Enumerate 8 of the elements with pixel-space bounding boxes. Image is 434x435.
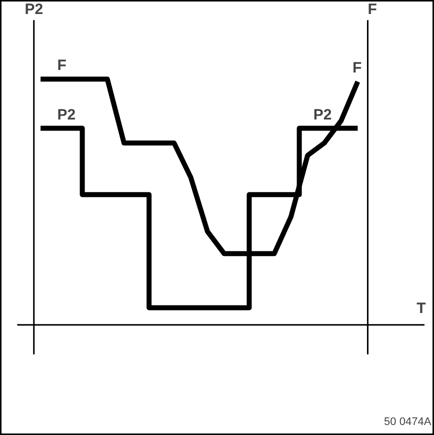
text: P2	[313, 106, 332, 124]
x-axis-title: T	[416, 300, 426, 317]
series-label: F	[57, 57, 66, 74]
y2-axis-title: F	[368, 1, 377, 18]
text: F	[352, 60, 362, 77]
text: 50 0474A	[384, 416, 432, 428]
y-axis-title: P2	[24, 1, 44, 18]
series-label: P2	[57, 106, 76, 124]
